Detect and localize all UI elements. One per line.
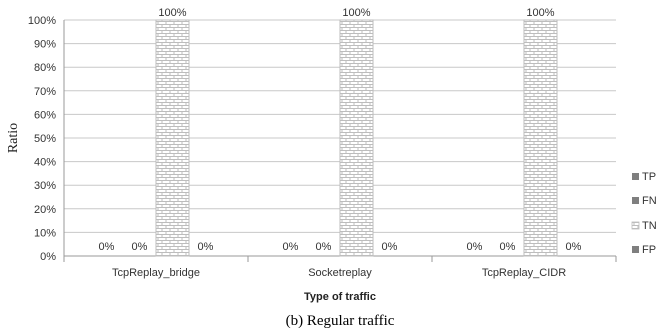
y-tick-label: 30% xyxy=(34,180,56,192)
y-tick-label: 20% xyxy=(34,204,56,216)
y-tick-label: 90% xyxy=(34,39,56,51)
x-tick-label: TcpReplay_bridge xyxy=(112,267,200,279)
data-label-fn: 0% xyxy=(132,241,148,253)
legend-swatch-tp xyxy=(632,173,639,180)
data-label-tp: 0% xyxy=(283,241,299,253)
legend-swatch-fn xyxy=(632,197,639,204)
legend-label-tn: TN xyxy=(642,220,657,232)
data-label-fp: 0% xyxy=(566,241,582,253)
legend-swatch-fp xyxy=(632,246,639,253)
data-label-tp: 0% xyxy=(99,241,115,253)
data-label-fn: 0% xyxy=(500,241,516,253)
bar-tn xyxy=(155,19,190,257)
y-axis-title: Ratio xyxy=(6,123,21,153)
bar-tn xyxy=(339,19,374,257)
legend-label-fp: FP xyxy=(642,244,656,256)
y-tick-label: 10% xyxy=(34,227,56,239)
data-label-tn: 100% xyxy=(526,7,554,19)
y-tick-label: 70% xyxy=(34,86,56,98)
data-label-tp: 0% xyxy=(467,241,483,253)
y-tick-label: 100% xyxy=(28,15,56,27)
data-label-fn: 0% xyxy=(316,241,332,253)
y-tick-label: 80% xyxy=(34,62,56,74)
figure-caption: (b) Regular traffic xyxy=(286,313,395,329)
legend-label-fn: FN xyxy=(642,195,657,207)
legend-label-tp: TP xyxy=(642,171,656,183)
legend-swatch-tn xyxy=(631,221,640,230)
y-tick-label: 0% xyxy=(40,251,56,263)
data-label-tn: 100% xyxy=(342,7,370,19)
data-label-fp: 0% xyxy=(382,241,398,253)
data-label-tn: 100% xyxy=(158,7,186,19)
x-tick-label: Socketreplay xyxy=(308,267,372,279)
bar-tn xyxy=(523,19,558,257)
y-tick-label: 60% xyxy=(34,109,56,121)
x-axis-title: Type of traffic xyxy=(304,291,376,303)
x-tick-label: TcpReplay_CIDR xyxy=(482,267,566,279)
y-tick-label: 50% xyxy=(34,133,56,145)
y-tick-label: 40% xyxy=(34,157,56,169)
legend: TP FN TN FP xyxy=(631,171,657,256)
data-label-fp: 0% xyxy=(198,241,214,253)
